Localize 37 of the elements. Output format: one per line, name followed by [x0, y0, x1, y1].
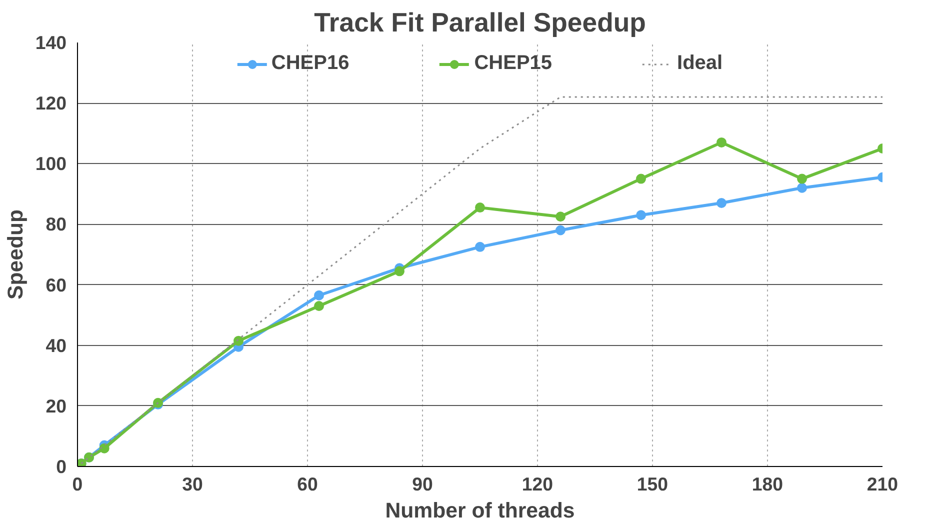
- x-tick-label: 180: [752, 474, 784, 494]
- x-tick-label: 30: [182, 474, 203, 494]
- legend-label: Ideal: [677, 52, 723, 75]
- y-tick-label: 20: [46, 395, 67, 416]
- y-tick-label: 120: [35, 92, 67, 114]
- point: [556, 212, 566, 222]
- x-tick-label: 120: [522, 474, 554, 494]
- point: [797, 182, 807, 193]
- y-tick-label: 140: [35, 32, 67, 53]
- point: [394, 266, 404, 276]
- y-tick-label: 40: [46, 334, 67, 356]
- chart-title: Track Fit Parallel Speedup: [314, 8, 646, 38]
- point: [475, 242, 485, 252]
- point: [636, 210, 646, 220]
- x-axis-title: Number of threads: [385, 498, 575, 522]
- x-tick-label: 150: [636, 474, 668, 494]
- point: [797, 174, 807, 184]
- legend-label: CHEP15: [474, 52, 552, 75]
- point: [314, 300, 324, 311]
- point: [716, 198, 726, 208]
- x-tick-label: 90: [412, 474, 433, 494]
- point: [99, 443, 110, 454]
- point: [314, 290, 324, 300]
- y-axis-title: Speedup: [3, 209, 28, 300]
- legend-label: CHEP16: [271, 52, 350, 75]
- point: [475, 202, 485, 213]
- y-tick-label: 0: [56, 456, 67, 477]
- point: [556, 225, 566, 236]
- y-tick-label: 80: [46, 214, 67, 235]
- point: [234, 336, 244, 346]
- point: [636, 174, 646, 184]
- y-tick-label: 100: [35, 153, 67, 174]
- point: [716, 137, 726, 148]
- y-tick-label: 60: [46, 274, 67, 296]
- x-tick-label: 0: [72, 474, 83, 494]
- x-tick-label: 60: [297, 474, 318, 494]
- x-tick-label: 210: [866, 474, 898, 494]
